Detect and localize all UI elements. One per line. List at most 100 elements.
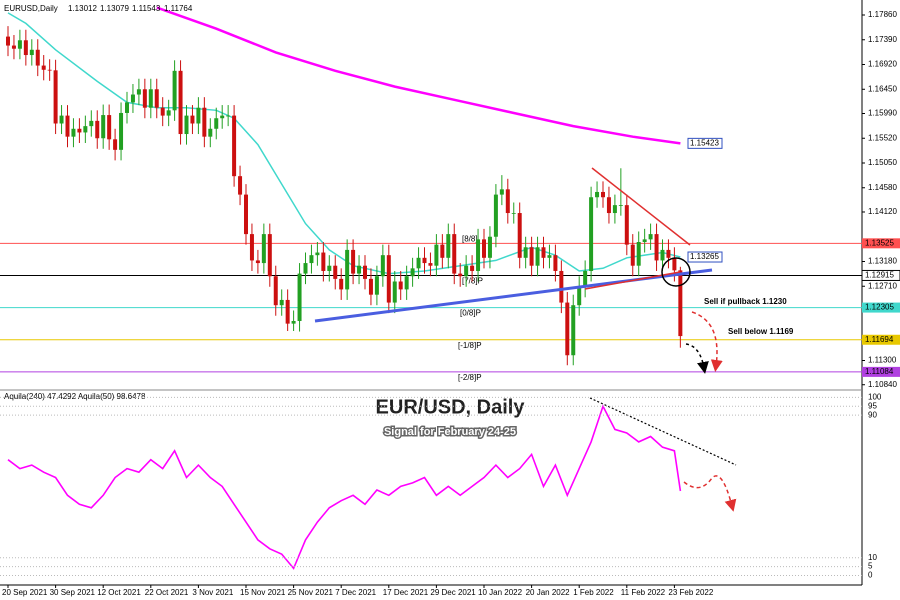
level-label: 1.12305	[865, 303, 894, 312]
candle-body	[440, 244, 445, 258]
candle-body	[53, 70, 58, 124]
ma-label: 1.13265	[690, 252, 719, 261]
candle-body	[410, 268, 415, 277]
candle-body	[595, 191, 600, 198]
y-tick-label: 1.17390	[868, 35, 897, 44]
candle-body	[83, 126, 88, 133]
level-label-box	[862, 238, 900, 249]
candle-body	[583, 270, 588, 287]
candle-body	[392, 281, 397, 303]
arrow	[691, 311, 723, 372]
x-tick-label: 12 Oct 2021	[97, 588, 141, 597]
candle-body	[351, 249, 356, 274]
candle-body	[476, 239, 481, 271]
y-tick-label: 1.16450	[868, 84, 897, 93]
candle-body	[357, 265, 362, 274]
symbol: EURUSD,Daily	[4, 4, 58, 13]
candle-body	[11, 45, 16, 49]
candle-body	[547, 255, 552, 258]
candle-body	[345, 249, 350, 290]
y-tick-label: 10	[868, 553, 877, 562]
level-label: 1.13525	[865, 238, 894, 247]
candle-body	[642, 239, 647, 243]
candle-body	[35, 49, 40, 66]
candle-body	[535, 247, 540, 266]
y-tick-label: 1.13180	[868, 257, 897, 266]
level-tag: [8/8]	[462, 234, 478, 243]
level-tag: [0/8]P	[460, 309, 481, 318]
trendline	[591, 167, 691, 246]
candle-body	[464, 265, 469, 277]
candle-body	[136, 89, 141, 95]
level-label-box	[862, 302, 900, 313]
candle-body	[65, 115, 70, 137]
candle-body	[29, 49, 34, 56]
annotation: Sell if pullback 1.1230	[704, 297, 787, 306]
candle-body	[482, 239, 486, 258]
candle-body	[184, 115, 189, 135]
candle-body	[511, 213, 516, 214]
candle-body	[154, 89, 159, 108]
candle-body	[618, 205, 623, 206]
arrow	[685, 343, 709, 374]
drawings	[314, 167, 737, 512]
candle-body	[487, 236, 492, 258]
x-tick-label: 23 Feb 2022	[668, 588, 713, 597]
header-open: 1.13012	[68, 4, 97, 13]
y-tick-label: 1.12710	[868, 281, 897, 290]
candle-body	[446, 234, 451, 258]
candle-body	[398, 281, 403, 290]
candle-body	[41, 65, 46, 70]
level-label: 1.12915	[865, 271, 894, 280]
candle-body	[59, 115, 64, 124]
candle-body	[17, 40, 22, 49]
y-tick-label: 90	[868, 410, 877, 419]
trendline	[589, 397, 737, 466]
candle-body	[565, 302, 570, 356]
ma-label: 1.15423	[690, 138, 719, 147]
y-tick-label: 5	[868, 562, 873, 571]
moving-average	[156, 6, 681, 145]
x-tick-label: 11 Feb 2022	[621, 588, 666, 597]
candle-body	[624, 205, 629, 245]
candle-body	[291, 321, 296, 324]
candle-body	[297, 273, 302, 322]
x-tick-label: 7 Dec 2021	[335, 588, 376, 597]
candle-body	[226, 115, 231, 117]
candle-body	[267, 234, 272, 277]
candle-body	[339, 278, 344, 290]
y-tick-label: 100	[868, 392, 882, 401]
candle-body	[416, 257, 421, 269]
y-tick-label: 1.14120	[868, 207, 897, 216]
ma-label-box	[687, 251, 723, 263]
candle-body	[672, 257, 677, 271]
level-label: 1.11694	[865, 335, 894, 344]
candle-body	[386, 255, 391, 303]
candle-body	[422, 257, 427, 264]
candle-body	[636, 242, 641, 266]
candle-body	[113, 139, 118, 150]
candle-body	[160, 107, 165, 116]
candle-body	[232, 115, 237, 177]
candle-body	[101, 115, 106, 139]
candle-body	[196, 107, 201, 124]
candle-body	[166, 110, 171, 116]
candle-body	[279, 299, 284, 306]
candle-body	[559, 270, 564, 303]
header-low: 1.11543	[132, 4, 161, 13]
candle-body	[148, 89, 153, 108]
y-tick-label: 1.14580	[868, 183, 897, 192]
ma-label-box	[687, 137, 723, 149]
level-tag: [-2/8]P	[458, 373, 482, 382]
candle-body	[606, 197, 611, 214]
candle-body	[541, 247, 546, 258]
y-tick-label: 1.15520	[868, 133, 897, 142]
candle-body	[648, 234, 653, 240]
candle-body	[523, 247, 528, 258]
x-tick-label: 20 Sep 2021	[2, 588, 48, 597]
y-tick-label: 1.11300	[868, 356, 897, 365]
candle-body	[458, 273, 463, 277]
candle-body	[499, 189, 504, 195]
candle-body	[255, 260, 260, 264]
